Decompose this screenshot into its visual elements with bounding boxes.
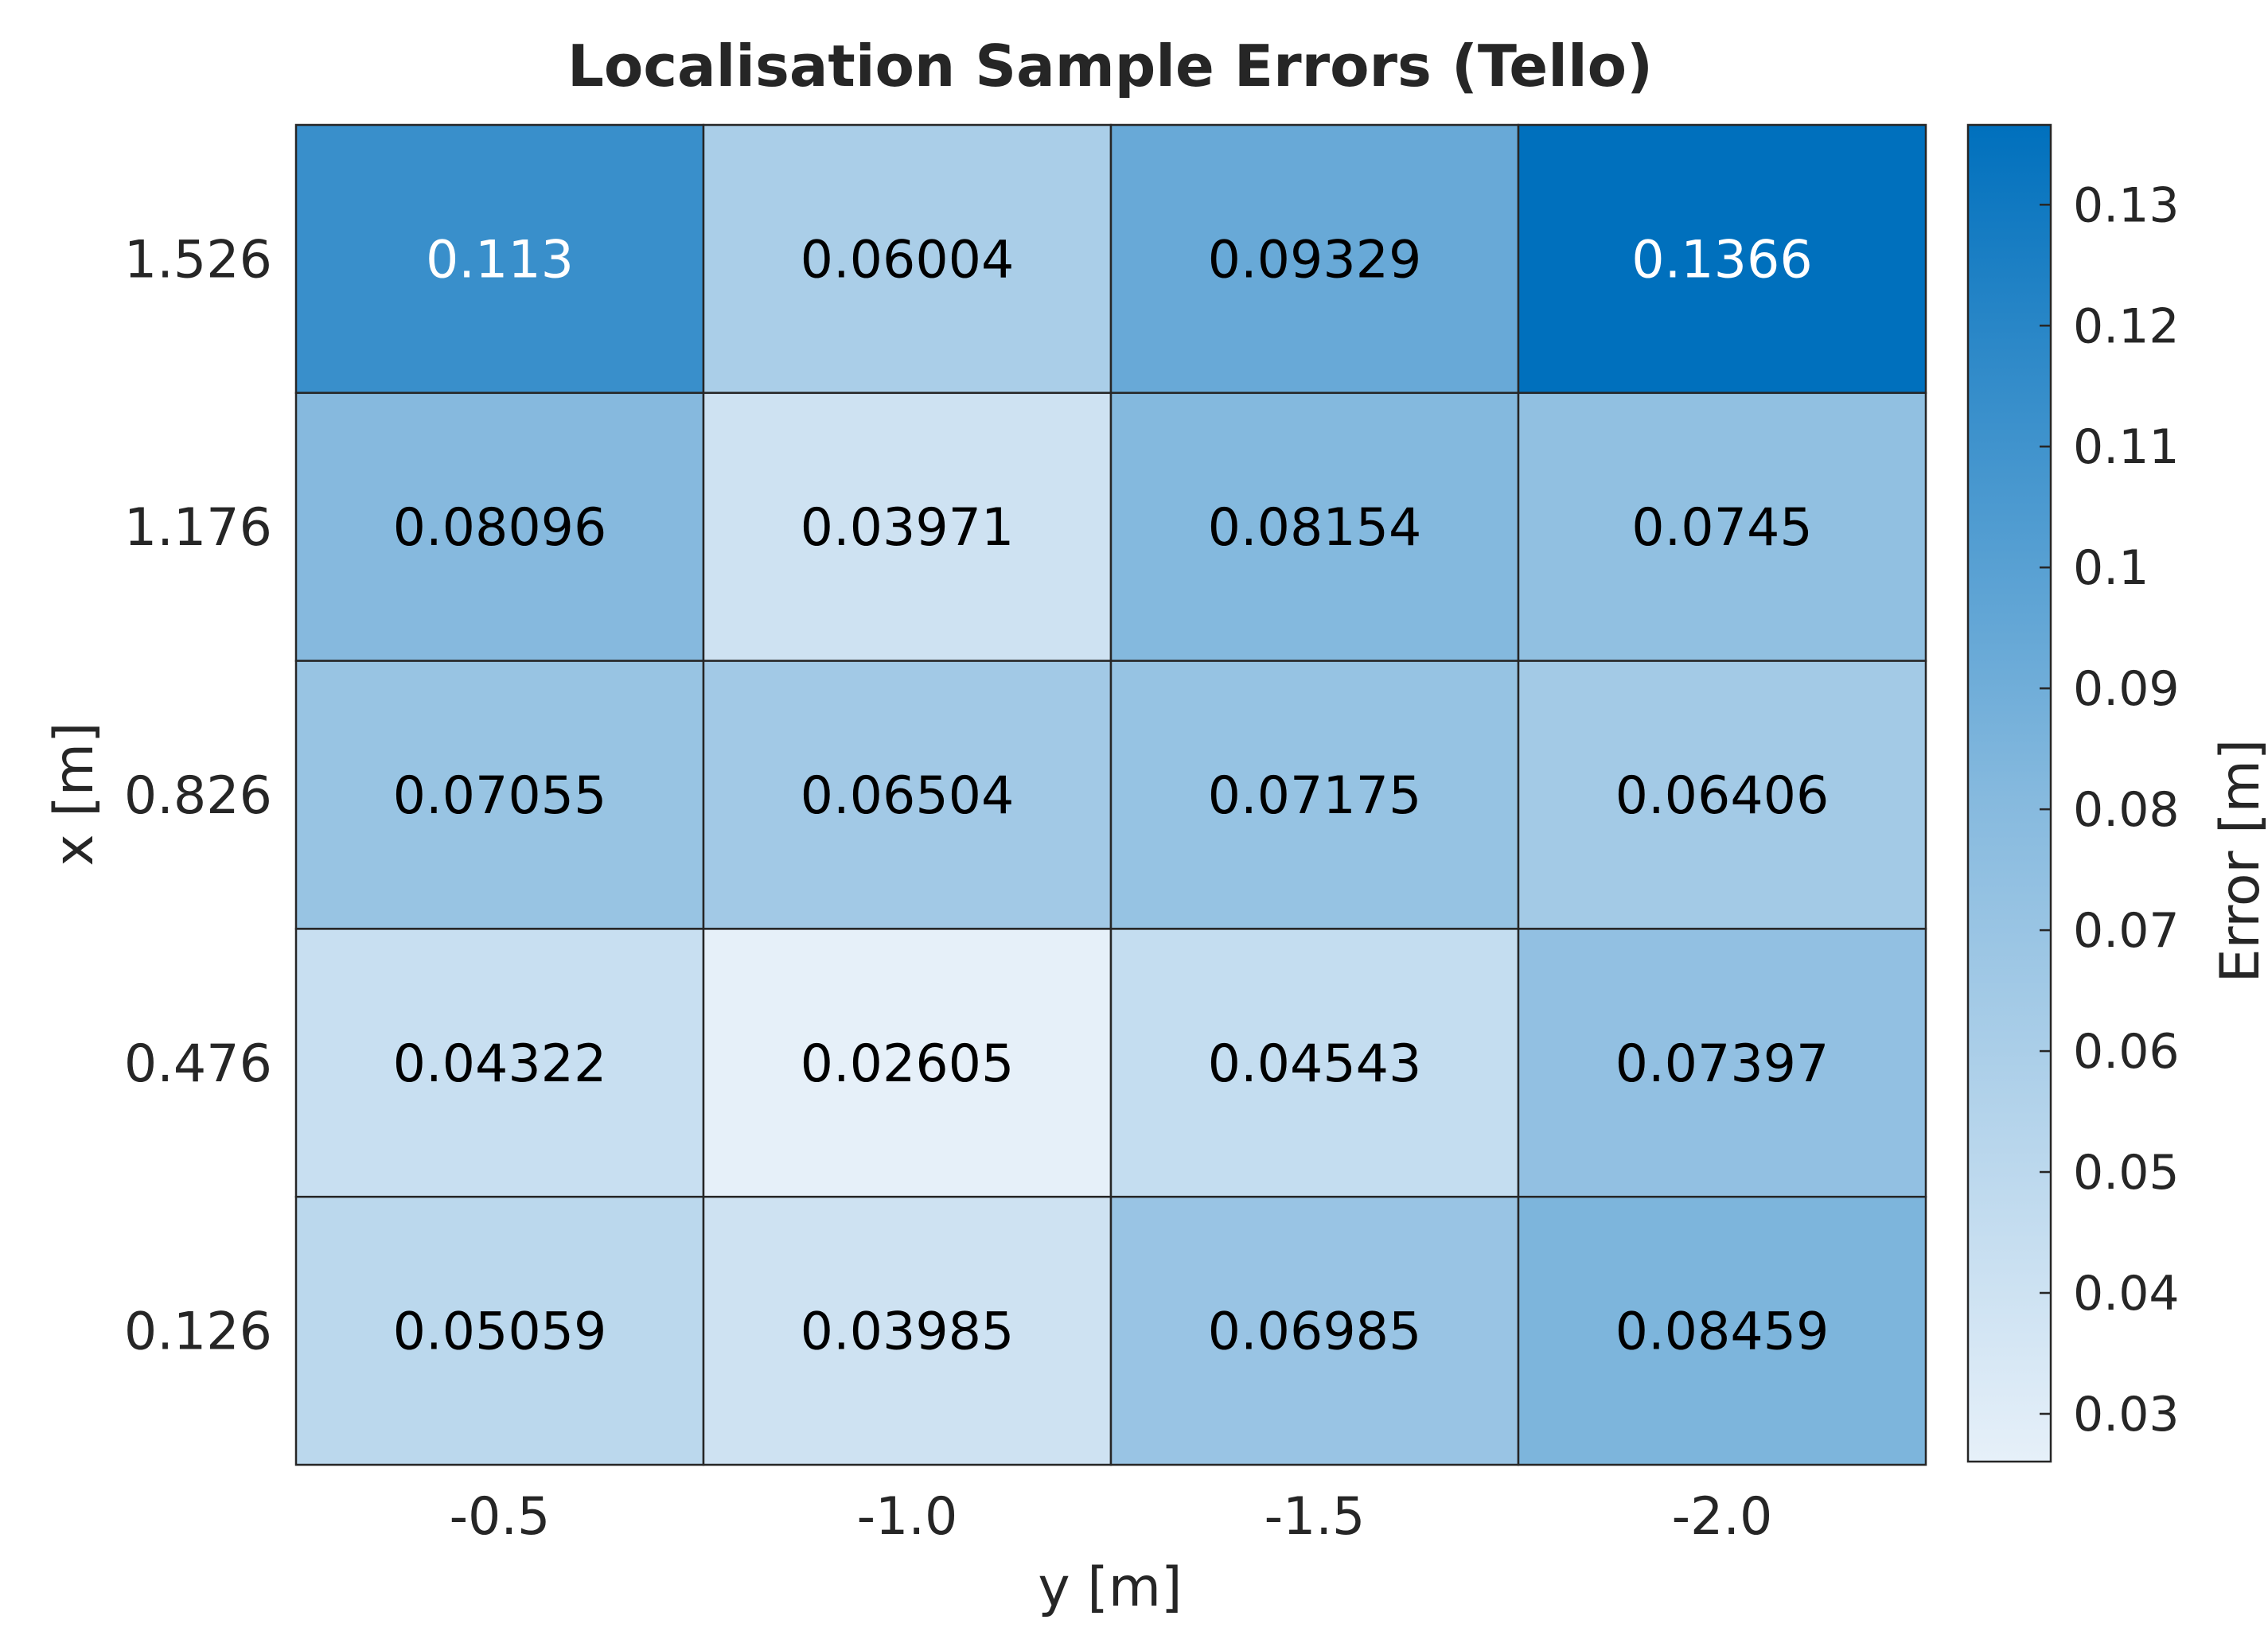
heatmap-cell [702, 660, 1113, 930]
y-tick-label: 0.126 [124, 1302, 272, 1362]
colorbar-tick-label: 0.08 [2073, 782, 2180, 838]
heatmap-cell [1109, 391, 1520, 662]
cell-value-label: 0.1366 [1631, 230, 1812, 290]
colorbar-label: Error [m] [2209, 739, 2268, 983]
y-tick-labels: 1.526 1.176 0.826 0.476 0.126 [124, 230, 272, 1361]
cell-value-label: 0.08154 [1208, 498, 1422, 558]
colorbar-tick-label: 0.11 [2073, 419, 2180, 475]
cell-value-label: 0.06985 [1208, 1302, 1422, 1362]
heatmap-cell [294, 928, 705, 1198]
colorbar-tick-label: 0.03 [2073, 1387, 2180, 1442]
heatmap-cell [1517, 1195, 1927, 1466]
x-tick-label: -1.5 [1265, 1487, 1366, 1547]
heatmap-cell [1109, 123, 1520, 395]
heatmap-cell [1109, 1195, 1520, 1466]
cell-value-label: 0.08459 [1615, 1302, 1830, 1362]
cell-value-label: 0.09329 [1208, 230, 1422, 290]
colorbar-tick-label: 0.06 [2073, 1024, 2180, 1080]
cell-value-label: 0.08096 [393, 498, 607, 558]
cell-value-label: 0.04543 [1208, 1034, 1422, 1094]
x-axis-label: y [m] [1038, 1556, 1182, 1619]
cell-value-label: 0.07055 [393, 766, 607, 826]
y-axis-label: x [m] [43, 722, 106, 866]
heatmap-cell [1517, 123, 1927, 395]
cell-value-label: 0.06406 [1615, 766, 1830, 826]
colorbar-tick-label: 0.07 [2073, 903, 2180, 959]
colorbar-tick-label: 0.05 [2073, 1145, 2180, 1201]
heatmap-cell [1109, 928, 1520, 1198]
heatmap-cell [294, 1195, 705, 1466]
colorbar-tick-label: 0.04 [2073, 1266, 2180, 1322]
cell-value-label: 0.06004 [801, 230, 1015, 290]
cell-value-label: 0.0745 [1631, 498, 1812, 558]
heatmap-cell [294, 660, 705, 930]
heatmap-cell [1517, 660, 1927, 930]
colorbar-tick-label: 0.1 [2073, 540, 2149, 596]
colorbar-tick-label: 0.12 [2073, 298, 2180, 354]
heatmap-cells [294, 123, 1927, 1466]
colorbar [1966, 123, 2052, 1463]
x-tick-label: -0.5 [450, 1487, 551, 1547]
heatmap-cell [702, 123, 1113, 395]
colorbar-tick-label: 0.13 [2073, 177, 2180, 233]
heatmap-cell [1517, 928, 1927, 1198]
cell-value-label: 0.06504 [801, 766, 1015, 826]
y-tick-label: 0.826 [124, 766, 272, 826]
heatmap-cell-labels: 0.113 0.06004 0.09329 0.1366 0.08096 0.03971 0… [393, 230, 1830, 1361]
y-tick-label: 0.476 [124, 1034, 272, 1094]
cell-value-label: 0.05059 [393, 1302, 607, 1362]
chart-title: Localisation Sample Errors (Tello) [567, 33, 1653, 99]
cell-value-label: 0.113 [426, 230, 574, 290]
x-tick-label: -1.0 [857, 1487, 958, 1547]
colorbar-tick-label: 0.09 [2073, 661, 2180, 717]
heatmap-cell [702, 391, 1113, 662]
y-tick-label: 1.176 [124, 498, 272, 558]
colorbar-ticks: 0.03 0.04 0.05 0.06 0.07 0.08 0.09 0.1 0.11 0.12 0… [2040, 177, 2180, 1442]
cell-value-label: 0.07175 [1208, 766, 1422, 826]
cell-value-label: 0.03971 [801, 498, 1015, 558]
cell-value-label: 0.03985 [801, 1302, 1015, 1362]
heatmap-cell [702, 928, 1113, 1198]
cell-value-label: 0.07397 [1615, 1034, 1830, 1094]
heatmap-cell [294, 123, 705, 395]
cell-value-label: 0.02605 [801, 1034, 1015, 1094]
x-tick-label: -2.0 [1672, 1487, 1773, 1547]
cell-value-label: 0.04322 [393, 1034, 607, 1094]
y-tick-label: 1.526 [124, 230, 272, 290]
x-tick-labels: -0.5 -1.0 -1.5 -2.0 [450, 1487, 1773, 1547]
heatmap-cell [702, 1195, 1113, 1466]
heatmap-cell [1517, 391, 1927, 662]
